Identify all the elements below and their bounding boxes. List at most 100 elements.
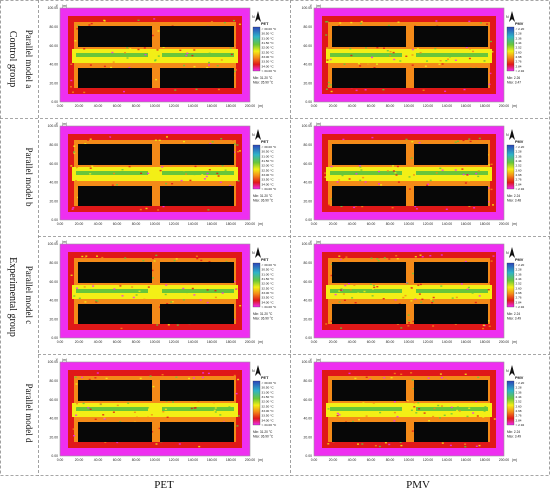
x-tick-label: 20.00 — [329, 340, 338, 344]
buildings — [78, 380, 234, 442]
x-tick-label: 60.00 — [113, 222, 122, 226]
buildings — [332, 262, 488, 324]
legend-label: 34.00 °C — [262, 64, 275, 68]
y-tick-label: 60.00 — [50, 44, 59, 48]
min-value: Min: 31.20 °C — [253, 76, 273, 80]
x-tick-label: 200.00 — [499, 458, 509, 462]
svg-text:N: N — [252, 251, 255, 255]
svg-text:N: N — [506, 133, 509, 137]
x-tick-label: 120.00 — [169, 104, 179, 108]
legend-label: 31.00 °C — [262, 36, 275, 40]
legend-label: 31.50 °C — [262, 277, 275, 281]
x-tick-label: 180.00 — [480, 222, 490, 226]
y-tick-label: 80.00 — [304, 379, 313, 383]
x-tick-label: 120.00 — [423, 222, 433, 226]
legend-label: 33.50 °C — [262, 296, 275, 300]
legend-title: PMV — [515, 22, 524, 26]
y-tick-label: 0.00 — [51, 454, 58, 458]
y-tick-label: 100.00 — [48, 360, 58, 364]
x-tick-label: 80.00 — [132, 340, 141, 344]
svg-text:N: N — [506, 15, 509, 19]
x-tick-label: 40.00 — [348, 104, 357, 108]
x-tick-label: 180.00 — [480, 104, 490, 108]
corridor-zone — [326, 403, 492, 417]
min-value: Min: 31.20 °C — [253, 194, 273, 198]
y-tick-label: 20.00 — [50, 435, 59, 439]
x-tick-label: 180.00 — [226, 104, 236, 108]
x-tick-label: 140.00 — [188, 222, 198, 226]
legend-label: < 2.20 — [516, 381, 525, 385]
north-arrow-icon: N — [252, 11, 261, 22]
x-tick-label: 80.00 — [386, 458, 395, 462]
legend-title: PET — [261, 22, 269, 26]
x-tick-label: 120.00 — [169, 222, 179, 226]
corridor-zone — [72, 49, 238, 63]
legend-label: 2.68 — [516, 173, 522, 177]
y-axis-unit: (m) — [316, 122, 321, 126]
x-tick-label: 140.00 — [188, 104, 198, 108]
y-tick-label: 40.00 — [50, 299, 59, 303]
x-tick-label: 160.00 — [461, 104, 471, 108]
x-tick-label: 180.00 — [480, 340, 490, 344]
legend-label: 2.60 — [516, 50, 522, 54]
x-tick-label: 200.00 — [499, 222, 509, 226]
legend-label: 2.76 — [516, 296, 522, 300]
legend-label: 30.50 °C — [262, 386, 275, 390]
legend-title: PET — [261, 376, 269, 380]
y-tick-label: 0.00 — [305, 454, 312, 458]
x-tick-label: 40.00 — [94, 340, 103, 344]
x-axis-unit: (m) — [512, 222, 517, 226]
x-tick-label: 20.00 — [329, 104, 338, 108]
legend-label: 32.00 °C — [262, 282, 275, 286]
x-tick-label: 100.00 — [404, 458, 414, 462]
pet-legend: PET< 30.00 °C30.50 °C31.00 °C31.50 °C32.… — [252, 22, 278, 85]
y-tick-label: 40.00 — [304, 299, 313, 303]
x-tick-label: 40.00 — [348, 340, 357, 344]
legend-label: 2.28 — [516, 268, 522, 272]
svg-text:N: N — [506, 251, 509, 255]
legend-label: 32.00 °C — [262, 164, 275, 168]
north-arrow-icon: N — [506, 365, 515, 376]
x-tick-label: 0.00 — [57, 340, 64, 344]
legend-label: 2.36 — [516, 154, 522, 158]
y-tick-label: 60.00 — [50, 398, 59, 402]
x-tick-label: 20.00 — [75, 458, 84, 462]
legend-label: 2.44 — [516, 395, 522, 399]
legend-label: 2.44 — [516, 41, 522, 45]
legend-label: > 34.00 °C — [262, 423, 278, 427]
legend-label: < 30.00 °C — [262, 27, 278, 31]
y-tick-label: 60.00 — [304, 162, 313, 166]
y-tick-label: 100.00 — [302, 124, 312, 128]
x-tick-label: 180.00 — [480, 458, 490, 462]
y-tick-label: 40.00 — [50, 181, 59, 185]
y-tick-label: 0.00 — [305, 100, 312, 104]
max-value: Max: 36.90 °C — [253, 317, 274, 321]
x-tick-label: 140.00 — [442, 458, 452, 462]
x-tick-label: 160.00 — [207, 340, 217, 344]
y-axis-unit: (m) — [316, 4, 321, 8]
legend-label: 2.36 — [516, 272, 522, 276]
legend-label: < 30.00 °C — [262, 145, 278, 149]
x-tick-label: 200.00 — [245, 458, 255, 462]
pmv-legend: PMV< 2.202.282.362.442.522.602.682.762.8… — [506, 258, 524, 321]
legend-label: 2.28 — [516, 150, 522, 154]
x-tick-label: 200.00 — [245, 104, 255, 108]
legend-label: 32.50 °C — [262, 50, 275, 54]
x-axis-unit: (m) — [258, 222, 263, 226]
x-tick-label: 100.00 — [150, 222, 160, 226]
legend-label: 30.50 °C — [262, 32, 275, 36]
model-c-label: Parallel model c — [24, 266, 34, 324]
legend-label: 2.84 — [516, 64, 522, 68]
legend-label: 33.50 °C — [262, 178, 275, 182]
legend-label: 34.00 °C — [262, 182, 275, 186]
x-axis-unit: (m) — [258, 340, 263, 344]
x-tick-label: 0.00 — [311, 340, 318, 344]
x-axis-unit: (m) — [512, 340, 517, 344]
corridor-zone — [326, 285, 492, 299]
x-tick-label: 120.00 — [169, 458, 179, 462]
y-tick-label: 20.00 — [304, 317, 313, 321]
